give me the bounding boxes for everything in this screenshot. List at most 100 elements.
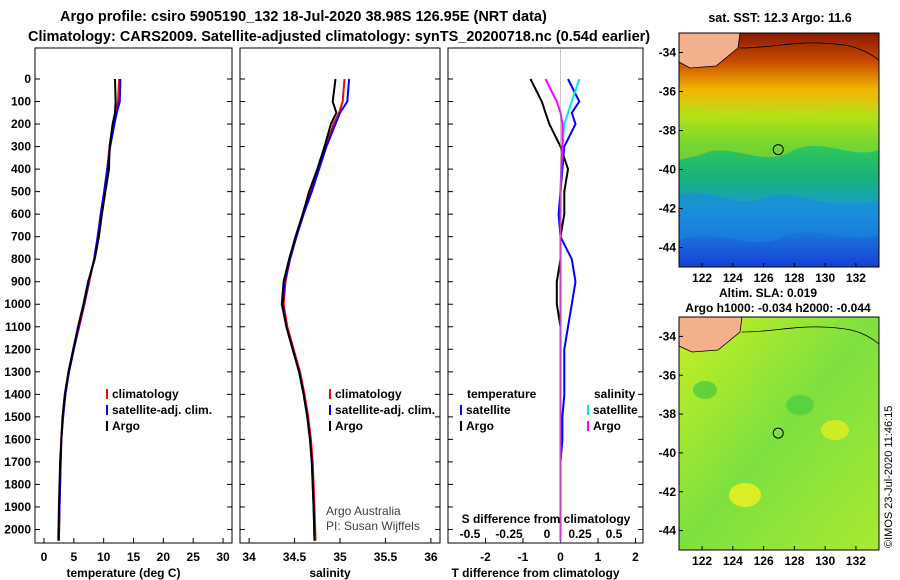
map-y-tick-label: -42 <box>659 485 677 499</box>
sst-map-axes: 122 124 126 128 130 132 -34 -36 -38 -40 -42 -44 <box>659 46 867 286</box>
imos-stamp: ©IMOS 23-Jul-2020 11:46:15 <box>883 406 895 548</box>
depth-tick-label: 1800 <box>4 477 31 491</box>
plot-frame <box>447 47 644 544</box>
map-y-tick-label: -36 <box>659 368 677 382</box>
legend-title-temperature: temperature <box>467 387 537 401</box>
map-x-tick-label: 124 <box>723 554 743 568</box>
x-axis-label: T difference from climatology <box>451 566 619 580</box>
x-tick-label: 0 <box>557 550 564 564</box>
legend-label: satellite <box>466 403 511 417</box>
s-axis-title: S difference from climatology <box>462 512 631 526</box>
legend-label: Argo <box>466 419 494 433</box>
x-axis-label: salinity <box>309 566 351 580</box>
sst-map-title: sat. SST: 12.3 Argo: 11.6 <box>708 11 851 25</box>
map-y-tick-label: -44 <box>659 524 677 538</box>
coastline <box>679 317 743 353</box>
x-tick-label: -2 <box>480 550 491 564</box>
x-tick-label: 34 <box>242 550 256 564</box>
depth-tick-label: 400 <box>11 162 31 176</box>
header-line-1: Argo profile: csiro 5905190_132 18-Jul-2… <box>60 9 547 25</box>
map-y-tick-label: -34 <box>659 329 677 343</box>
legend-label: satellite-adj. clim. <box>335 403 435 417</box>
x-tick-label: 35.5 <box>374 550 398 564</box>
x-tick-label: 36 <box>424 550 438 564</box>
x-tick-label: 5 <box>70 550 77 564</box>
legend-label: climatology <box>335 387 402 401</box>
s-tick-label: 0.25 <box>568 527 592 541</box>
depth-tick-label: 2000 <box>4 522 31 536</box>
sla-high-2 <box>821 420 849 440</box>
legend-label: Argo <box>335 419 363 433</box>
map-x-tick-label: 122 <box>692 554 712 568</box>
depth-tick-label: 600 <box>11 207 31 221</box>
argo-location-marker <box>772 427 784 439</box>
x-tick-label: 2 <box>632 550 639 564</box>
sla-map-subtitle: Argo h1000: -0.034 h2000: -0.044 <box>685 301 871 315</box>
plot-frame <box>34 47 233 544</box>
map-x-tick-label: 122 <box>692 271 712 285</box>
x-tick-label: 10 <box>97 550 111 564</box>
x-axis-label: temperature (deg C) <box>66 566 180 580</box>
map-x-tick-label: 128 <box>784 271 804 285</box>
map-y-tick-label: -42 <box>659 202 677 216</box>
depth-tick-label: 1400 <box>4 387 31 401</box>
map-x-tick-label: 126 <box>754 271 774 285</box>
depth-tick-label: 1300 <box>4 365 31 379</box>
x-tick-label: 30 <box>216 550 230 564</box>
header-line-2: Climatology: CARS2009. Satellite-adjuste… <box>28 29 650 45</box>
x-tick-label: 1 <box>595 550 602 564</box>
x-tick-label: 15 <box>127 550 141 564</box>
coastline <box>679 33 741 69</box>
shelf-contour <box>741 326 879 345</box>
depth-tick-label: 1500 <box>4 410 31 424</box>
sst-warm-band <box>679 105 879 160</box>
legend-title-salinity: salinity <box>594 387 636 401</box>
sla-high-1 <box>729 483 761 507</box>
depth-tick-label: 200 <box>11 117 31 131</box>
sla-low-1 <box>693 381 717 399</box>
map-x-tick-label: 126 <box>754 554 774 568</box>
x-tick-label: -1 <box>518 550 529 564</box>
legend-label: Argo <box>593 419 621 433</box>
s-tick-label: 0 <box>544 527 551 541</box>
credit-line-1: Argo Australia <box>326 504 401 518</box>
map-y-tick-label: -44 <box>659 241 677 255</box>
map-x-tick-label: 124 <box>723 271 743 285</box>
legend-label: satellite <box>593 403 638 417</box>
argo-location-marker <box>772 144 784 156</box>
depth-axis: 0 100 200 300 400 500 600 700 800 900 1000 1100 1200… <box>4 72 31 536</box>
map-x-tick-label: 130 <box>815 271 835 285</box>
depth-tick-label: 1600 <box>4 432 31 446</box>
x-tick-label: 0 <box>41 550 48 564</box>
depth-tick-label: 500 <box>11 185 31 199</box>
series-argo <box>280 78 338 541</box>
depth-tick-label: 1900 <box>4 500 31 514</box>
map-y-tick-label: -38 <box>659 407 677 421</box>
map-x-tick-label: 132 <box>846 554 866 568</box>
map-x-tick-label: 130 <box>815 554 835 568</box>
depth-tick-label: 1200 <box>4 342 31 356</box>
map-y-tick-label: -38 <box>659 124 677 138</box>
shelf-contour <box>739 42 879 61</box>
depth-tick-label: 700 <box>11 230 31 244</box>
sla-field <box>679 317 879 550</box>
map-y-tick-label: -40 <box>659 446 677 460</box>
s-tick-label: -0.25 <box>495 527 523 541</box>
x-tick-label: 20 <box>157 550 171 564</box>
temperature-panel: 0 5 10 15 20 25 30 temperature (deg C) climatolo… <box>34 47 233 580</box>
x-tick-label: 35 <box>333 550 347 564</box>
depth-tick-label: 0 <box>24 72 31 86</box>
series-argo <box>57 78 117 541</box>
map-y-tick-label: -40 <box>659 163 677 177</box>
sla-map-title: Altim. SLA: 0.019 <box>719 286 817 300</box>
map-y-tick-label: -36 <box>659 85 677 99</box>
sst-cool-band <box>679 192 879 243</box>
legend-label: satellite-adj. clim. <box>112 403 212 417</box>
depth-tick-label: 100 <box>11 95 31 109</box>
difference-panel: -2 -1 0 1 2 T difference from climatology temp… <box>447 47 644 580</box>
depth-tick-label: 1100 <box>5 320 31 334</box>
salinity-panel: 34 34.5 35 35.5 36 salinity climatology satelli… <box>239 47 441 580</box>
plot-frame <box>239 47 441 544</box>
s-tick-label: -0.5 <box>460 527 481 541</box>
